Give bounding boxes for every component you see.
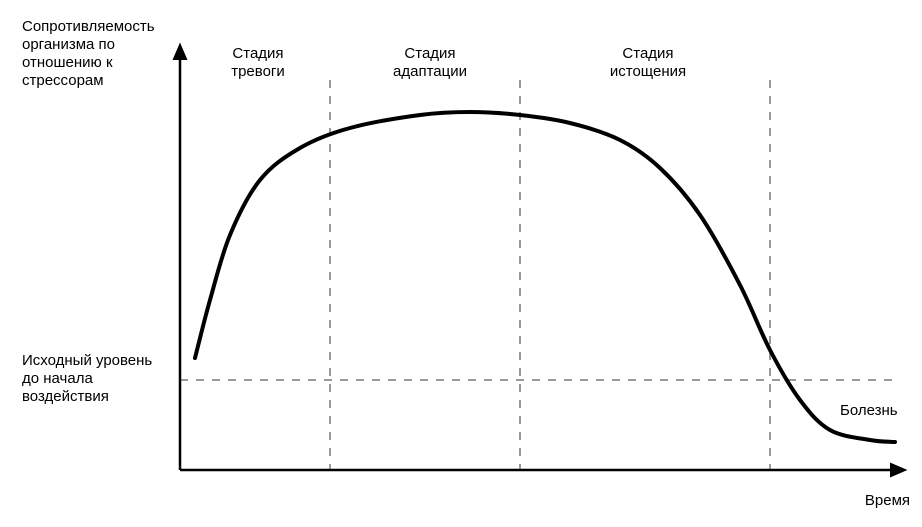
stage-label-exhaust: Стадияистощения bbox=[578, 45, 718, 81]
stress-adaptation-chart: Сопротивляемостьорганизма поотношению кс… bbox=[0, 0, 922, 527]
stage-label-adaptation: Стадияадаптации bbox=[360, 45, 500, 81]
stage-label-alarm: Стадиятревоги bbox=[188, 45, 328, 81]
baseline-label: Исходный уровеньдо началавоздействия bbox=[22, 352, 152, 406]
x-axis-label: Время bbox=[865, 492, 910, 510]
y-axis-label: Сопротивляемостьорганизма поотношению кс… bbox=[22, 18, 155, 90]
end-label-illness: Болезнь bbox=[840, 402, 898, 419]
